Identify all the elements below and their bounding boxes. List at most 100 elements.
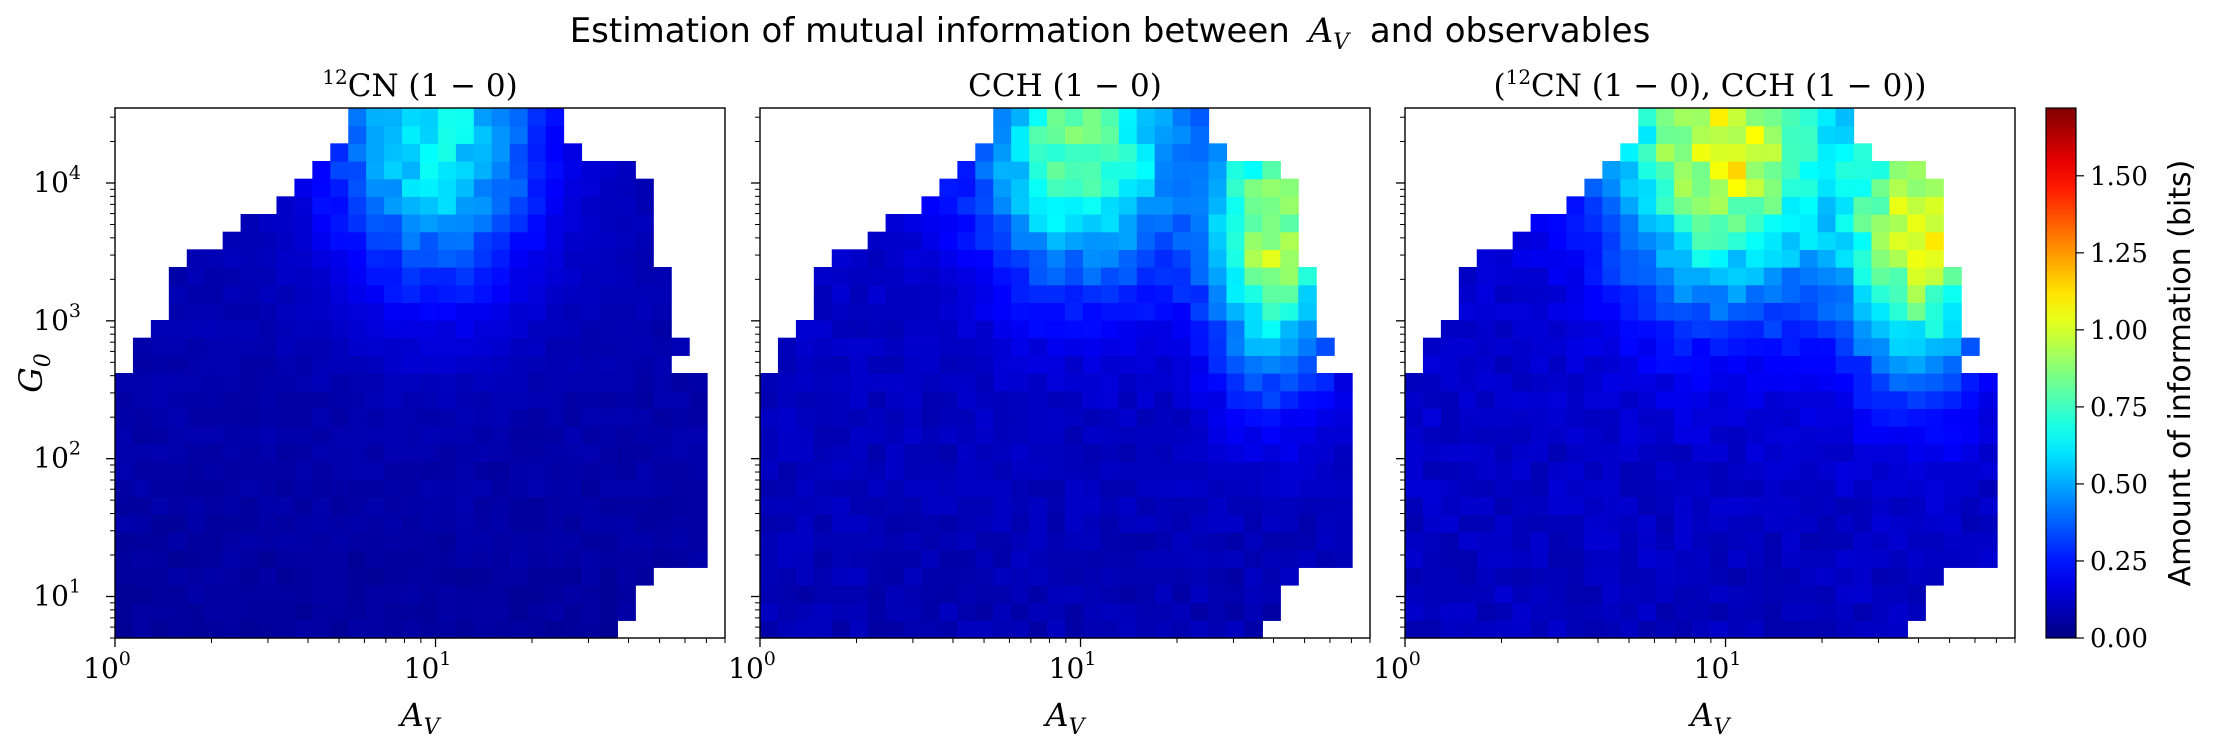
heatmap-cell [957, 585, 976, 604]
heatmap-cell [1763, 585, 1783, 604]
heatmap-cell [1692, 337, 1711, 356]
heatmap-cell [1065, 196, 1084, 215]
heatmap-cell [1512, 302, 1532, 321]
heatmap-cell [455, 355, 475, 374]
heatmap-cell [813, 602, 833, 621]
heatmap-cell [1100, 479, 1120, 498]
heatmap-cell [1100, 602, 1120, 621]
heatmap-cell [1029, 178, 1048, 197]
heatmap-cell [1154, 320, 1174, 339]
heatmap-cell [1530, 585, 1550, 604]
heatmap-cell [563, 426, 583, 445]
heatmap-cell [1620, 532, 1639, 551]
heatmap-cell [1011, 373, 1030, 392]
heatmap-cell [1656, 178, 1675, 197]
heatmap-cell [527, 479, 547, 498]
heatmap-cell [1154, 302, 1174, 321]
heatmap-cell [813, 284, 833, 303]
heatmap-cell [1961, 549, 1980, 568]
heatmap-cell [1029, 479, 1048, 498]
heatmap-cell [1799, 302, 1819, 321]
heatmap-cell [1172, 373, 1192, 392]
heatmap-cell [168, 320, 188, 339]
heatmap-cell [760, 426, 779, 445]
heatmap-cell [1208, 620, 1228, 639]
heatmap-cell [1154, 567, 1174, 586]
heatmap-cell [1172, 620, 1192, 639]
heatmap-cell [813, 267, 833, 286]
heatmap-cell [563, 249, 583, 268]
heatmap-cell [1620, 302, 1639, 321]
heatmap-cell [509, 196, 529, 215]
heatmap-cell [617, 390, 636, 409]
heatmap-cell [581, 320, 601, 339]
heatmap-cell [689, 373, 708, 392]
heatmap-cell [1476, 443, 1496, 462]
heatmap-cell [402, 479, 421, 498]
heatmap-cell [455, 443, 475, 462]
heatmap-cell [831, 461, 851, 480]
heatmap-cell [420, 267, 439, 286]
heatmap-cell [1280, 178, 1299, 197]
heatmap-cell [885, 214, 905, 233]
heatmap-cell [599, 390, 618, 409]
heatmap-cell [1316, 479, 1335, 498]
heatmap-cell [437, 196, 457, 215]
heatmap-cell [1172, 284, 1192, 303]
heatmap-cell [1745, 532, 1765, 551]
heatmap-cell [1244, 514, 1263, 533]
heatmap-cell [1620, 231, 1639, 250]
heatmap-cell [1065, 602, 1084, 621]
heatmap-cell [330, 514, 349, 533]
heatmap-cell [420, 443, 439, 462]
heatmap-cell [1925, 567, 1944, 586]
heatmap-cell [1745, 355, 1765, 374]
colorbar-tick-label: 0.75 [2090, 393, 2148, 423]
heatmap-cell [402, 267, 421, 286]
heatmap-cell [222, 337, 242, 356]
heatmap-cell [1853, 620, 1873, 639]
heatmap-cell [1889, 408, 1908, 427]
heatmap-cell [527, 161, 547, 180]
heatmap-cell [1566, 479, 1586, 498]
heatmap-cell [1925, 214, 1944, 233]
heatmap-cell [1512, 620, 1532, 639]
heatmap-cell [1763, 620, 1783, 639]
heatmap-cell [1190, 585, 1210, 604]
heatmap-cell [384, 514, 403, 533]
heatmap-cell [1835, 408, 1855, 427]
heatmap-cell [348, 443, 367, 462]
heatmap-cell [473, 496, 493, 515]
heatmap-cell [1799, 373, 1819, 392]
heatmap-cell [1100, 461, 1120, 480]
heatmap-cell [1262, 231, 1281, 250]
heatmap-cell [1817, 196, 1837, 215]
heatmap-cell [993, 620, 1012, 639]
heatmap-cell [1154, 532, 1174, 551]
heatmap-cell [1136, 108, 1156, 127]
heatmap-cell [599, 178, 618, 197]
heatmap-cell [150, 514, 170, 533]
heatmap-cell [1082, 549, 1102, 568]
heatmap-cell [1476, 567, 1496, 586]
heatmap-cell [527, 620, 547, 639]
heatmap-cell [885, 620, 905, 639]
heatmap-cell [1334, 549, 1353, 568]
heatmap-cell [1405, 620, 1424, 639]
heatmap-cell [1638, 355, 1657, 374]
heatmap-cell [1440, 532, 1460, 551]
heatmap-cell [1512, 337, 1532, 356]
heatmap-cell [939, 214, 958, 233]
heatmap-cell [760, 514, 779, 533]
heatmap-cell [849, 461, 869, 480]
heatmap-cell [384, 408, 403, 427]
heatmap-cell [1763, 443, 1783, 462]
heatmap-cell [1781, 320, 1801, 339]
heatmap-cell [1889, 461, 1908, 480]
heatmap-cell [939, 496, 958, 515]
heatmap-cell [222, 249, 242, 268]
colorbar-tick-label: 1.25 [2090, 239, 2148, 269]
heatmap-cell [1065, 108, 1084, 127]
heatmap-cell [1100, 426, 1120, 445]
heatmap-cell [312, 549, 331, 568]
